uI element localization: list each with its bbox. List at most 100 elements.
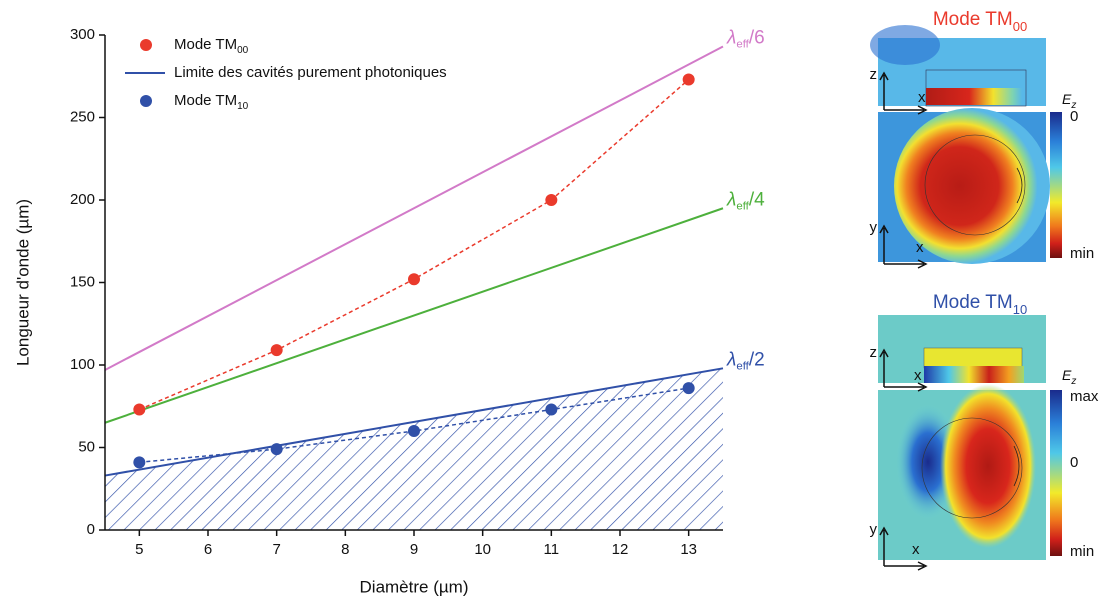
limit-line [104, 367, 724, 477]
field-shade [870, 25, 940, 65]
line-label-tail: /6 [749, 28, 765, 49]
data-point [682, 73, 695, 86]
colorbar-label-text: E [1062, 367, 1072, 383]
axis-glyph-label: y [870, 219, 878, 236]
panel-title: Mode TM00 [933, 9, 1027, 34]
colorbar-tick-label: 0 [1070, 454, 1078, 471]
legend-label-text: Mode TM [174, 92, 237, 109]
fit-line [139, 78, 690, 411]
panel-title: Mode TM10 [933, 292, 1027, 317]
field-block [923, 347, 1023, 369]
x-tick-label: 11 [544, 541, 560, 558]
axis-glyph-label: z [870, 344, 878, 361]
line-label-symbol: λ [726, 349, 736, 370]
data-point [133, 456, 146, 469]
colorbar-tick-label: min [1070, 543, 1094, 560]
data-point [545, 403, 558, 416]
line-label-tail: /4 [749, 189, 765, 210]
y-tick-label: 250 [70, 108, 95, 125]
legend-swatch [140, 39, 152, 51]
legend-label: Mode TM00 [174, 36, 249, 56]
cavity-outline [1013, 445, 1020, 487]
data-point [270, 443, 283, 456]
colorbar-tick-label: max [1070, 388, 1099, 405]
legend-label: Mode TM10 [174, 92, 249, 112]
field-lobe [894, 108, 1050, 264]
legend-label: Limite des cavités purement photoniques [174, 64, 447, 81]
axis-glyph-label: x [918, 89, 926, 106]
line-label-symbol: λ [726, 28, 736, 49]
y-tick-label: 50 [78, 438, 95, 455]
reference-line [104, 207, 724, 424]
x-tick-label: 12 [612, 541, 629, 558]
data-point [408, 425, 420, 437]
panel-title-sub: 10 [1013, 302, 1027, 317]
axis-glyph-label: x [912, 541, 920, 558]
y-axis-title: Longueur d'onde (µm) [13, 199, 32, 366]
axis-glyph [879, 348, 928, 392]
axis-glyph-label: y [870, 521, 878, 538]
x-tick-label: 8 [341, 541, 349, 558]
x-tick-label: 5 [135, 541, 143, 558]
y-tick-label: 100 [70, 356, 95, 373]
legend-swatch [140, 95, 152, 107]
colorbar [1050, 112, 1062, 258]
line-label-tail: /2 [749, 349, 765, 370]
data-point [133, 403, 146, 416]
panel-title-text: Mode TM [933, 292, 1013, 313]
data-point [408, 273, 420, 286]
line-label: λeff/4 [726, 189, 765, 212]
panel-tm10: Mode TM10 Ez max 0 min z x y x [870, 292, 1099, 571]
line-label: λeff/6 [726, 28, 765, 51]
colorbar-label-text: E [1062, 91, 1072, 107]
axis-glyph [879, 71, 928, 115]
cavity-outline [1016, 167, 1023, 204]
legend-label-sub: 10 [237, 101, 249, 112]
line-label-sub: eff [736, 200, 749, 212]
panel-title-sub: 00 [1013, 19, 1027, 34]
y-tick-label: 0 [87, 521, 95, 538]
reference-line [104, 45, 724, 371]
x-tick-label: 10 [474, 541, 491, 558]
x-tick-label: 7 [272, 541, 280, 558]
data-point [545, 194, 558, 206]
colorbar-label: Ez [1062, 367, 1076, 387]
data-point [682, 382, 695, 395]
line-label-sub: eff [736, 39, 749, 51]
colorbar-label: Ez [1062, 91, 1076, 111]
field-strip [926, 88, 1022, 105]
colorbar-tick-label: min [1070, 245, 1094, 262]
panel-title-text: Mode TM [933, 9, 1013, 30]
legend-label-sub: 00 [237, 45, 249, 56]
axis-glyph [879, 526, 928, 571]
x-axis-title: Diamètre (µm) [360, 577, 469, 596]
line-label: λeff/2 [726, 349, 765, 372]
x-tick-label: 13 [680, 541, 697, 558]
legend-label-text: Mode TM [174, 36, 237, 53]
hatched-area [105, 368, 723, 530]
colorbar-label-sub: z [1070, 100, 1076, 111]
colorbar-tick-label: 0 [1070, 108, 1078, 125]
cavity-outline [921, 417, 1023, 519]
x-tick-label: 6 [204, 541, 212, 558]
panel-tm00: Mode TM00 Ez 0 min z x y x [870, 9, 1094, 269]
y-tick-label: 300 [70, 26, 95, 43]
legend-label-text: Limite des cavités purement photoniques [174, 64, 447, 81]
axis-glyph [879, 224, 928, 269]
y-tick-label: 150 [70, 273, 95, 290]
field-strip [924, 366, 1024, 383]
axis-glyph-label: z [870, 66, 878, 83]
colorbar-label-sub: z [1070, 376, 1076, 387]
line-label-sub: eff [736, 360, 749, 372]
y-tick-label: 200 [70, 191, 95, 208]
x-tick-label: 9 [410, 541, 418, 558]
axis-glyph-label: x [916, 239, 924, 256]
data-point [270, 344, 283, 357]
colorbar [1050, 390, 1062, 556]
cavity-outline [924, 134, 1026, 236]
field-lobe [940, 384, 1036, 548]
axis-glyph-label: x [914, 367, 922, 384]
line-label-symbol: λ [726, 189, 736, 210]
